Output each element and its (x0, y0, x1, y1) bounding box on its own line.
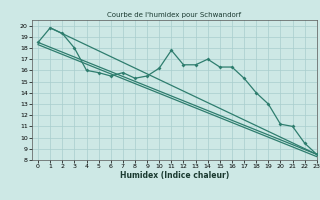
Title: Courbe de l'humidex pour Schwandorf: Courbe de l'humidex pour Schwandorf (107, 12, 242, 18)
X-axis label: Humidex (Indice chaleur): Humidex (Indice chaleur) (120, 171, 229, 180)
